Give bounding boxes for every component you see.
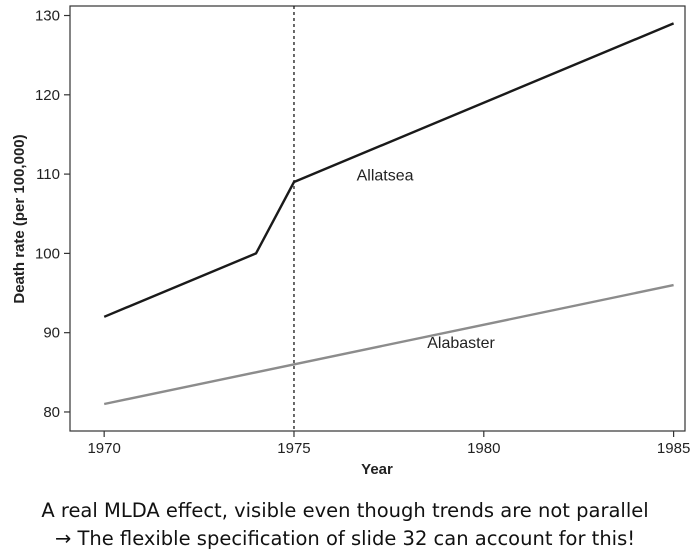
series-label-allatsea: Allatsea [357,168,414,185]
series-label-alabaster: Alabaster [427,335,495,352]
y-axis: 80 90 100 110 120 130 [35,8,70,421]
series-line-alabaster [103,283,674,406]
caption-line-1: A real MLDA effect, visible even though … [41,499,649,522]
line-chart: 1970 1975 1980 1985 80 90 100 110 120 130 Allats… [11,5,690,478]
y-tick-label-80: 80 [43,404,60,421]
x-axis-title: Year [361,461,393,478]
y-tick-label-130: 130 [35,8,60,25]
y-tick-label-110: 110 [36,166,60,183]
plot-frame [69,5,686,432]
series-lines [103,22,675,406]
series-labels: Allatsea Alabaster [357,168,496,352]
x-tick-label-1985: 1985 [657,440,690,457]
x-tick-label-1980: 1980 [467,440,500,457]
x-tick-label-1975: 1975 [277,440,310,457]
caption-line-2: → The flexible specification of slide 32… [54,527,636,550]
y-tick-label-100: 100 [35,245,60,262]
series-line-allatsea [103,22,675,318]
x-tick-label-1970: 1970 [87,440,120,457]
y-tick-label-120: 120 [35,87,60,104]
y-axis-title: Death rate (per 100,000) [11,134,28,303]
y-tick-label-90: 90 [43,325,60,342]
x-axis: 1970 1975 1980 1985 [87,431,690,457]
